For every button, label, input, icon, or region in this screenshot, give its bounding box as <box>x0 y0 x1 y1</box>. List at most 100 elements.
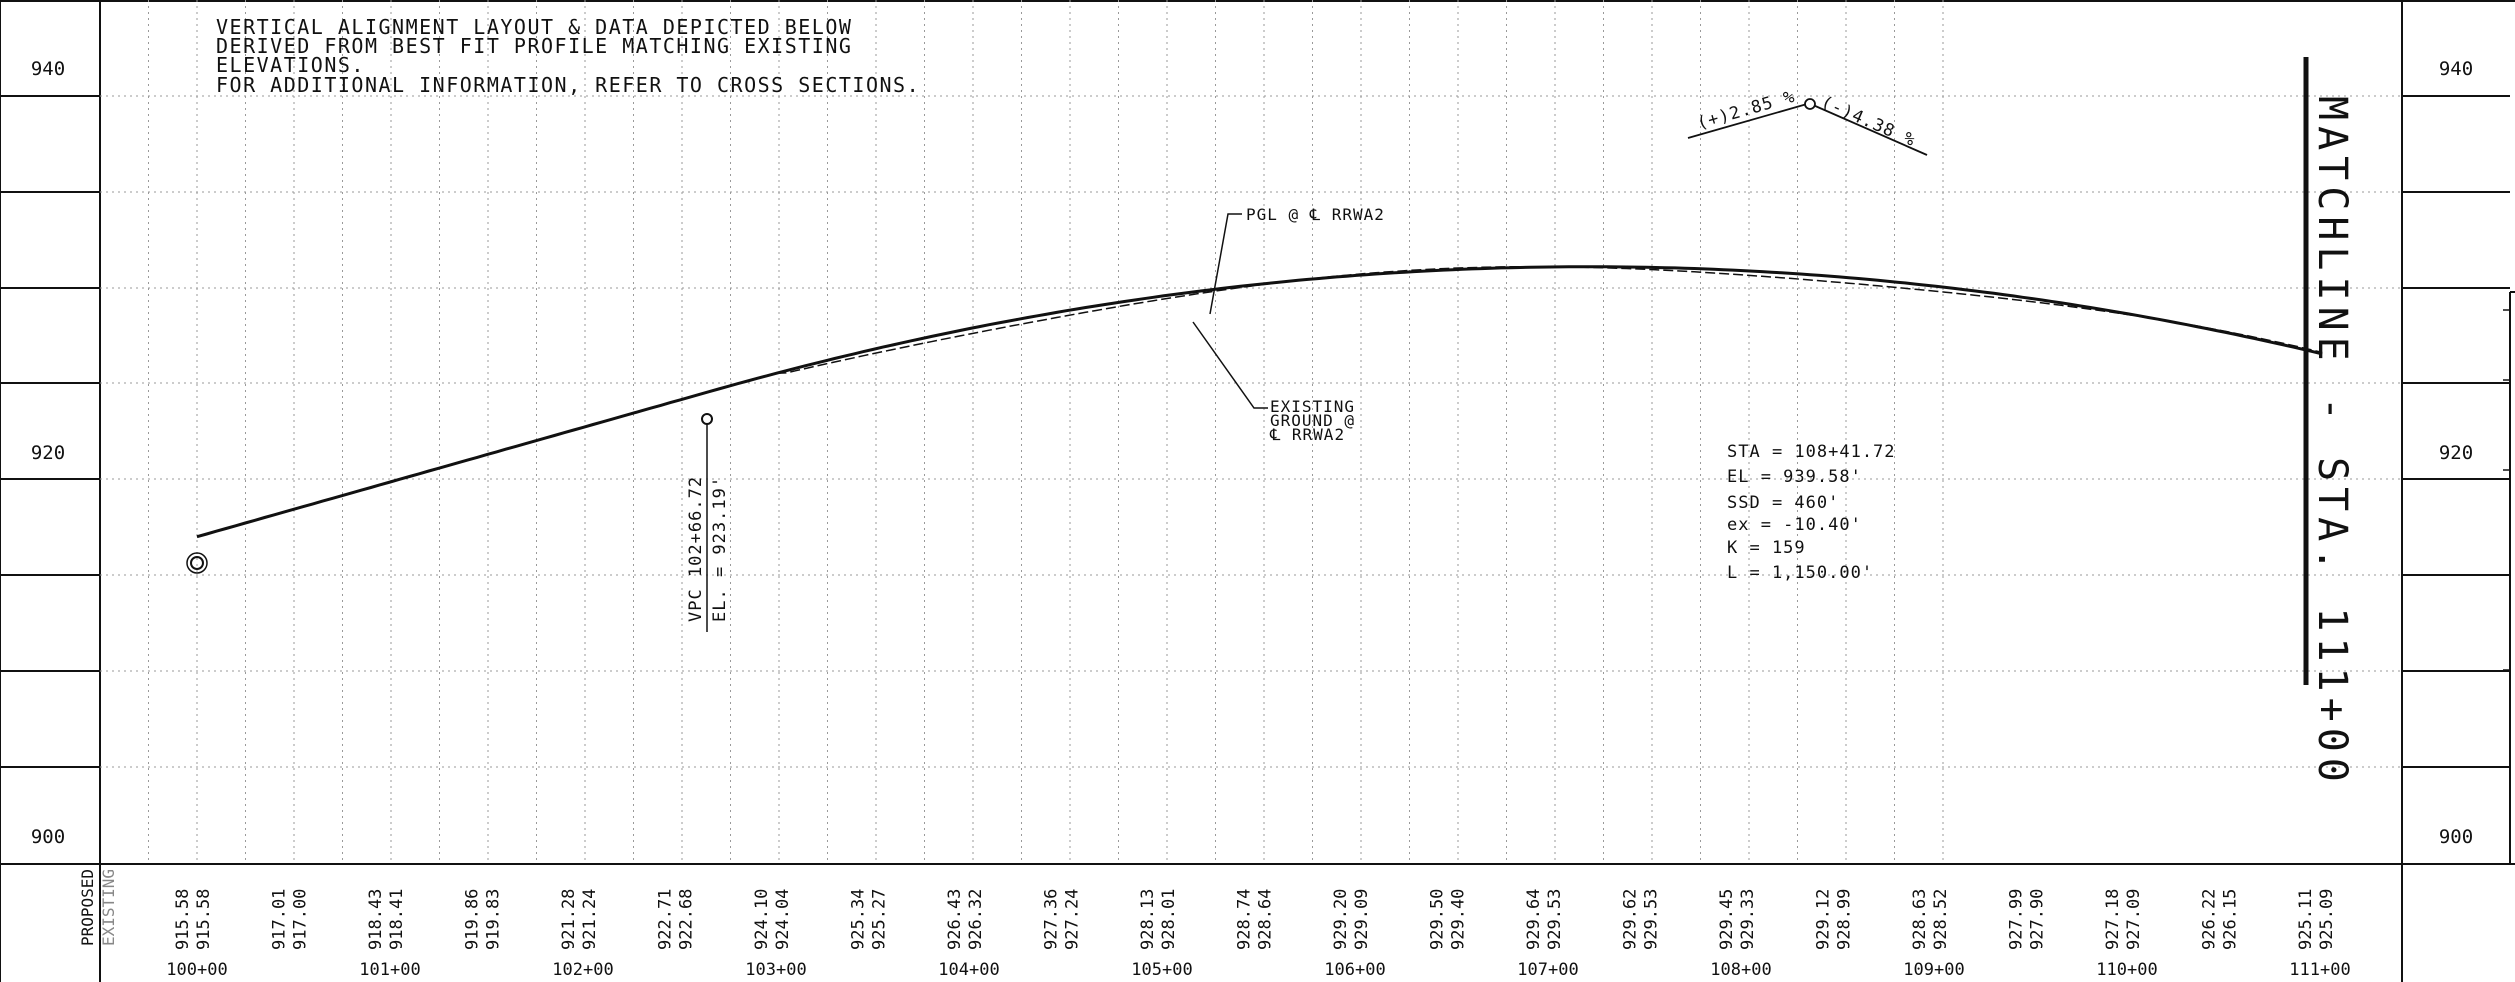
station-label: 100+00 <box>166 960 227 980</box>
proposed-value: 918.43 <box>366 889 386 950</box>
existing-value: 917.00 <box>291 889 311 950</box>
existing-value: 924.04 <box>773 889 793 950</box>
proposed-value: 924.10 <box>752 889 772 950</box>
existing-value: 929.53 <box>1545 889 1565 950</box>
elevation-label-left: 920 <box>31 442 65 464</box>
proposed-value: 922.71 <box>656 889 676 950</box>
existing-value: 922.68 <box>677 889 697 950</box>
station-label: 104+00 <box>938 960 999 980</box>
proposed-value: 926.43 <box>945 889 965 950</box>
proposed-value: 926.22 <box>2200 889 2220 950</box>
existing-value: 915.58 <box>194 889 214 950</box>
proposed-value: 925.34 <box>849 889 869 950</box>
existing-value: 927.24 <box>1063 889 1083 950</box>
proposed-value: 929.12 <box>1814 889 1834 950</box>
proposed-row-label: PROPOSED <box>78 869 97 946</box>
curve-ssd: SSD = 460' <box>1727 493 1839 513</box>
existing-leader <box>1192 321 1268 409</box>
existing-ground-line <box>196 265 2323 538</box>
existing-value: 928.64 <box>1256 889 1276 950</box>
existing-value: 925.27 <box>870 889 890 950</box>
existing-value: 929.09 <box>1352 889 1372 950</box>
proposed-value: 927.36 <box>1042 889 1062 950</box>
vpc-station-label: VPC 102+66.72 <box>686 476 706 622</box>
proposed-value: 921.28 <box>559 889 579 950</box>
proposed-value: 917.01 <box>270 889 290 950</box>
proposed-value: 929.62 <box>1621 889 1641 950</box>
general-note: VERTICAL ALIGNMENT LAYOUT & DATA DEPICTE… <box>216 15 920 97</box>
existing-value: 928.01 <box>1159 889 1179 950</box>
elevation-label-right: 920 <box>2439 442 2473 464</box>
vpc-elevation-label: EL. = 923.19' <box>710 476 730 622</box>
note-line-2: DERIVED FROM BEST FIT PROFILE MATCHING E… <box>216 34 852 58</box>
pgl-callout: PGL @ ℄ RRWA2 <box>1246 205 1385 224</box>
existing-value: 927.90 <box>2028 889 2048 950</box>
existing-value: 921.24 <box>580 889 600 950</box>
curve-ex: ex = -10.40' <box>1727 515 1862 535</box>
proposed-value: 927.99 <box>2007 889 2027 950</box>
station-labels: 100+00 101+00 102+00 103+00 104+00 105+00 106+… <box>166 960 2350 980</box>
existing-value: 926.32 <box>966 889 986 950</box>
existing-value: 925.09 <box>2317 889 2337 950</box>
curve-el: EL = 939.58' <box>1727 467 1862 487</box>
proposed-value: 928.74 <box>1235 889 1255 950</box>
existing-value: 926.15 <box>2221 889 2241 950</box>
pvi-symbol <box>1687 98 1928 156</box>
station-label: 101+00 <box>359 960 420 980</box>
station-label: 106+00 <box>1324 960 1385 980</box>
existing-value: 918.41 <box>387 889 407 950</box>
existing-value: 929.53 <box>1642 889 1662 950</box>
begin-point <box>186 552 208 574</box>
note-line-1: VERTICAL ALIGNMENT LAYOUT & DATA DEPICTE… <box>216 15 852 39</box>
vpc-marker <box>701 413 713 632</box>
elevation-label-right: 900 <box>2439 826 2473 848</box>
existing-value: 919.83 <box>484 889 504 950</box>
right-edge-detail <box>2503 291 2515 864</box>
proposed-value: 925.11 <box>2296 889 2316 950</box>
grade-out-label: (-)4.38 % <box>1818 92 1919 151</box>
proposed-value: 929.50 <box>1428 889 1448 950</box>
station-label: 105+00 <box>1131 960 1192 980</box>
elevation-labels: 940 940 920 920 900 900 <box>31 58 2473 848</box>
station-label: 110+00 <box>2096 960 2157 980</box>
matchline-label: MATCHLINE - STA. 111+00 <box>2309 96 2355 788</box>
proposed-value: 929.64 <box>1524 889 1544 950</box>
proposed-value: 919.86 <box>463 889 483 950</box>
proposed-value: 929.45 <box>1717 889 1737 950</box>
existing-callout-2: GROUND @ <box>1270 411 1355 430</box>
curve-k: K = 159 <box>1727 538 1806 558</box>
station-label: 103+00 <box>745 960 806 980</box>
curve-sta: STA = 108+41.72 <box>1727 442 1896 462</box>
elevation-label-left: 900 <box>31 826 65 848</box>
proposed-value: 928.63 <box>1910 889 1930 950</box>
station-label: 102+00 <box>552 960 613 980</box>
proposed-value: 915.58 <box>173 889 193 950</box>
grade-in-label: (+)2.85 % <box>1695 87 1798 134</box>
existing-value: 929.33 <box>1738 889 1758 950</box>
station-label: 111+00 <box>2289 960 2350 980</box>
grid <box>0 0 2510 864</box>
existing-value: 928.52 <box>1931 889 1951 950</box>
curve-l: L = 1,150.00' <box>1727 563 1873 583</box>
existing-value: 929.40 <box>1449 889 1469 950</box>
proposed-value: 928.13 <box>1138 889 1158 950</box>
existing-value: 927.09 <box>2124 889 2144 950</box>
curve-data-block: STA = 108+41.72 EL = 939.58' SSD = 460' … <box>1727 442 1896 583</box>
station-label: 107+00 <box>1517 960 1578 980</box>
existing-callout-1: EXISTING <box>1270 397 1355 416</box>
elevation-label-left: 940 <box>31 58 65 80</box>
elevation-label-right: 940 <box>2439 58 2473 80</box>
station-label: 109+00 <box>1903 960 1964 980</box>
proposed-grade-line <box>196 265 2323 539</box>
note-line-4: FOR ADDITIONAL INFORMATION, REFER TO CRO… <box>216 73 920 97</box>
proposed-value: 929.20 <box>1331 889 1351 950</box>
proposed-value: 927.18 <box>2103 889 2123 950</box>
existing-value: 928.99 <box>1835 889 1855 950</box>
station-label: 108+00 <box>1710 960 1771 980</box>
existing-callout-3: ℄ RRWA2 <box>1269 425 1345 444</box>
profile-values: 915.58 915.58 917.01 917.00 918.43 918.41 919.… <box>173 889 2337 950</box>
pgl-leader <box>1209 213 1242 315</box>
note-line-3: ELEVATIONS. <box>216 53 365 77</box>
existing-row-label: EXISTING <box>99 869 118 946</box>
